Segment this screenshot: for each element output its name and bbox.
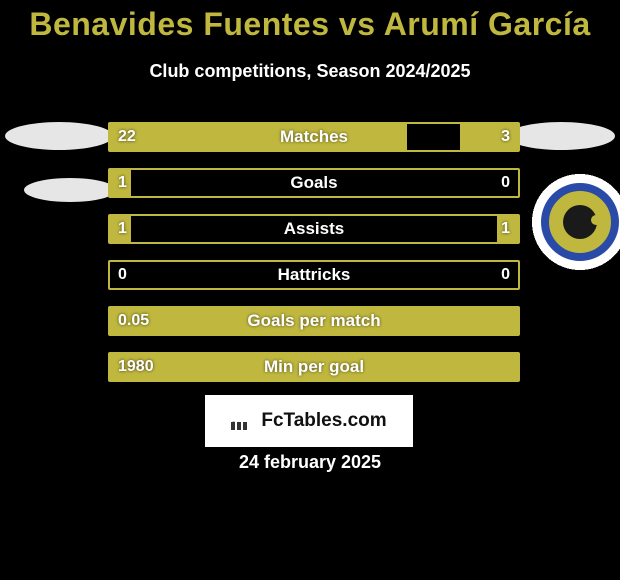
stat-label: Matches [110,124,518,150]
stat-row: Min per goal1980 [108,352,520,382]
comparison-card: Benavides Fuentes vs Arumí García Club c… [0,0,620,580]
stat-value-right: 3 [493,124,518,150]
date-label: 24 february 2025 [0,452,620,473]
stat-value-right: 0 [493,262,518,288]
club-crest-icon [563,205,597,239]
player-badge-left-2 [24,178,116,202]
stat-value-left: 0.05 [110,308,157,334]
subtitle: Club competitions, Season 2024/2025 [0,61,620,82]
stat-value-left: 1 [110,216,135,242]
stat-label: Hattricks [110,262,518,288]
stat-label: Goals [110,170,518,196]
club-crest-inner [541,183,619,261]
stat-label: Goals per match [110,308,518,334]
player-badge-right-1 [507,122,615,150]
stat-value-right: 1 [493,216,518,242]
stat-value-left: 0 [110,262,135,288]
chart-icon [231,412,255,430]
stat-value-left: 1 [110,170,135,196]
stat-label: Min per goal [110,354,518,380]
player-badge-left-1 [5,122,113,150]
stat-row: Goals1 0 [108,168,520,198]
source-label: FcTables.com [261,410,386,432]
source-badge[interactable]: FcTables.com [205,395,413,447]
club-crest-right [528,170,620,274]
page-title: Benavides Fuentes vs Arumí García [0,0,620,43]
stat-label: Assists [110,216,518,242]
stat-row: Matches22 3 [108,122,520,152]
stat-row: Assists1 1 [108,214,520,244]
stat-value-left: 1980 [110,354,162,380]
stat-row: Hattricks0 0 [108,260,520,290]
stats-bars: Matches223Goals10Assists11Hattricks00Goa… [108,122,520,398]
stat-value-right: 0 [493,170,518,196]
stat-row: Goals per match0.05 [108,306,520,336]
stat-value-left: 22 [110,124,144,150]
